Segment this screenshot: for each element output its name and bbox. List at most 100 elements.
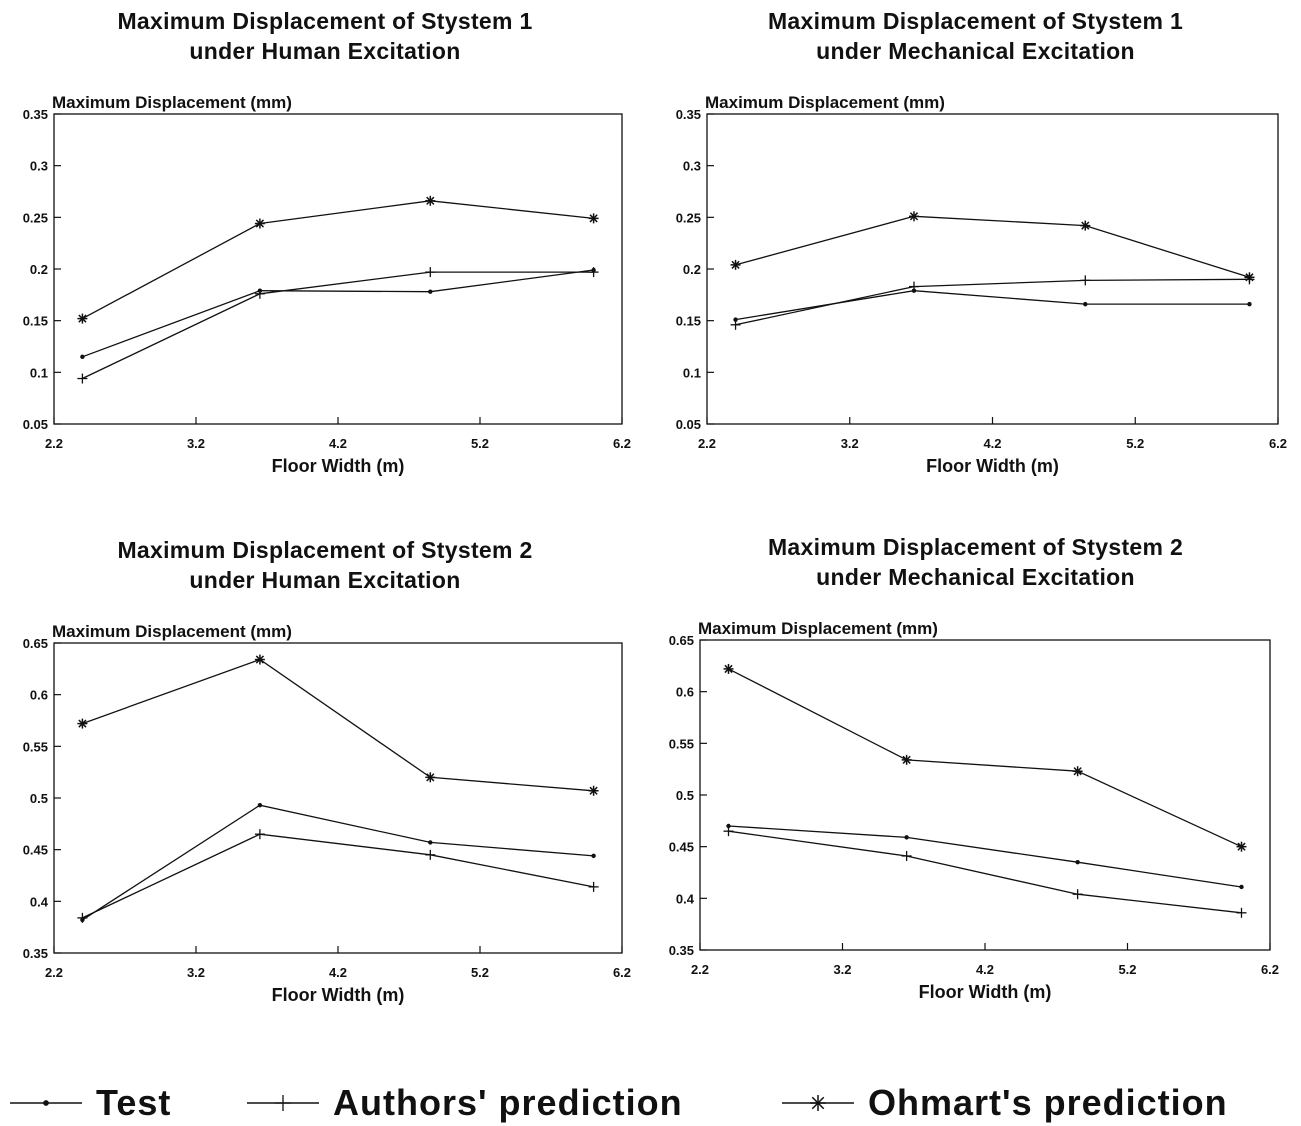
x-tick-label: 4.2 — [329, 436, 347, 451]
legend-label: Test — [96, 1082, 172, 1123]
ohmarts-prediction-point — [908, 211, 919, 222]
star-stroke — [724, 664, 733, 674]
ohmarts-prediction-point — [1236, 841, 1247, 852]
test-point — [428, 289, 433, 294]
chart-plot: Maximum Displacement (mm) 0.35 0.4 0.45 0.5 0… — [23, 622, 631, 1005]
ohmarts-prediction-point — [1080, 220, 1091, 231]
legend-label: Ohmart's prediction — [868, 1082, 1228, 1123]
star-stroke — [1081, 221, 1090, 230]
x-tick-label: 5.2 — [1126, 436, 1144, 451]
ohmarts-prediction-point — [730, 259, 741, 270]
series-line-authors-prediction — [82, 271, 594, 380]
y-axis-label: Maximum Displacement (mm) — [52, 93, 292, 112]
chart-title-line: Maximum Displacement of Stystem 1 — [767, 8, 1184, 34]
y-tick-label: 0.2 — [683, 262, 701, 277]
ohmarts-prediction-point — [254, 218, 265, 229]
y-tick-label: 0.5 — [676, 788, 694, 803]
y-tick-label: 0.6 — [30, 688, 48, 703]
x-tick-label: 5.2 — [471, 965, 489, 980]
test-point — [726, 823, 731, 829]
chart-title-line: Maximum Displacement of Stystem 2 — [117, 537, 533, 563]
legend-marker-star — [782, 1095, 854, 1111]
series-points-ohmart-s-prediction — [77, 654, 599, 796]
y-tick-label: 0.55 — [23, 739, 48, 754]
y-axis-label: Maximum Displacement (mm) — [705, 93, 945, 112]
test-point — [1239, 884, 1244, 890]
star-stroke — [255, 219, 265, 228]
series-points-test — [733, 288, 1252, 322]
y-tick-label: 0.35 — [676, 107, 701, 122]
series-line-test — [82, 269, 594, 358]
ohmarts-prediction-point — [588, 213, 599, 224]
y-tick-label: 0.5 — [30, 791, 48, 806]
y-tick-label: 0.55 — [669, 736, 694, 751]
x-tick-label: 2.2 — [45, 965, 63, 980]
star-stroke — [589, 214, 598, 223]
chart-title-line: under Mechanical Excitation — [816, 564, 1135, 590]
legend-item-test: Test — [8, 1080, 171, 1126]
y-tick-label: 0.3 — [683, 159, 701, 174]
authors-prediction-point — [908, 281, 919, 292]
series-line-authors-prediction — [82, 833, 594, 919]
ohmarts-prediction-point — [1244, 272, 1255, 283]
x-tick-label: 6.2 — [1269, 436, 1287, 451]
ohmarts-prediction-point — [77, 718, 88, 729]
series-points-authors-prediction — [77, 829, 599, 923]
y-tick-label: 0.65 — [669, 633, 694, 648]
x-tick-label: 6.2 — [613, 965, 631, 980]
chart-title-line: Maximum Displacement of Stystem 2 — [767, 534, 1184, 560]
series-points-authors-prediction — [723, 826, 1247, 918]
ohmarts-prediction-point — [77, 313, 88, 324]
y-tick-label: 0.4 — [30, 894, 49, 909]
x-tick-label: 4.2 — [329, 965, 347, 980]
chart-panel-3: Maximum Displacement of Stystem 2 under … — [0, 535, 650, 1015]
star-stroke — [78, 719, 87, 728]
ohmarts-prediction-point — [425, 772, 436, 783]
series-points-ohmart-s-prediction — [723, 663, 1247, 852]
series-line-authors-prediction — [735, 278, 1250, 326]
authors-prediction-point — [1236, 907, 1247, 918]
chart-title: Maximum Displacement of Stystem 2 under … — [0, 535, 650, 595]
x-tick-label: 5.2 — [1118, 962, 1136, 977]
series-points-test — [726, 823, 1244, 890]
star-stroke — [811, 1096, 825, 1110]
y-axis-label: Maximum Displacement (mm) — [698, 619, 938, 638]
y-tick-label: 0.25 — [23, 210, 48, 225]
series-line-test — [728, 825, 1242, 888]
series-line-ohmart-s-prediction — [728, 668, 1242, 848]
x-tick-label: 3.2 — [833, 962, 851, 977]
authors-prediction-point — [275, 1095, 291, 1111]
authors-prediction-point — [77, 912, 88, 923]
test-point — [591, 853, 596, 859]
y-tick-label: 0.2 — [30, 262, 48, 277]
authors-prediction-point — [1080, 275, 1091, 286]
authors-prediction-point — [77, 373, 88, 384]
series-line-authors-prediction — [728, 830, 1242, 914]
star-stroke — [255, 655, 265, 664]
chart-title: Maximum Displacement of Stystem 1 under … — [650, 6, 1301, 66]
test-point — [43, 1100, 49, 1106]
chart-panel-2: Maximum Displacement of Stystem 1 under … — [650, 6, 1301, 486]
plot-frame — [53, 113, 623, 425]
test-point — [1083, 301, 1088, 307]
authors-prediction-point — [901, 850, 912, 861]
y-tick-label: 0.25 — [676, 210, 701, 225]
series-line-test — [82, 804, 594, 921]
series-points-test — [80, 803, 596, 923]
authors-prediction-point — [588, 881, 599, 892]
authors-prediction-point — [723, 826, 734, 837]
ohmarts-prediction-point — [588, 785, 599, 796]
test-point — [428, 840, 433, 845]
x-tick-label: 3.2 — [187, 965, 205, 980]
y-tick-label: 0.45 — [23, 843, 48, 858]
x-axis-label: Floor Width (m) — [272, 985, 405, 1005]
x-tick-label: 2.2 — [45, 436, 63, 451]
star-stroke — [589, 786, 598, 795]
series-line-test — [735, 290, 1250, 321]
legend-label: Authors' prediction — [333, 1082, 683, 1123]
x-tick-label: 6.2 — [1261, 962, 1279, 977]
chart-legend: Test Authors' prediction Ohmart's predic… — [0, 1080, 1301, 1126]
y-tick-label: 0.15 — [23, 314, 48, 329]
ohmarts-prediction-point — [1072, 766, 1083, 777]
ohmarts-prediction-point — [723, 663, 734, 674]
